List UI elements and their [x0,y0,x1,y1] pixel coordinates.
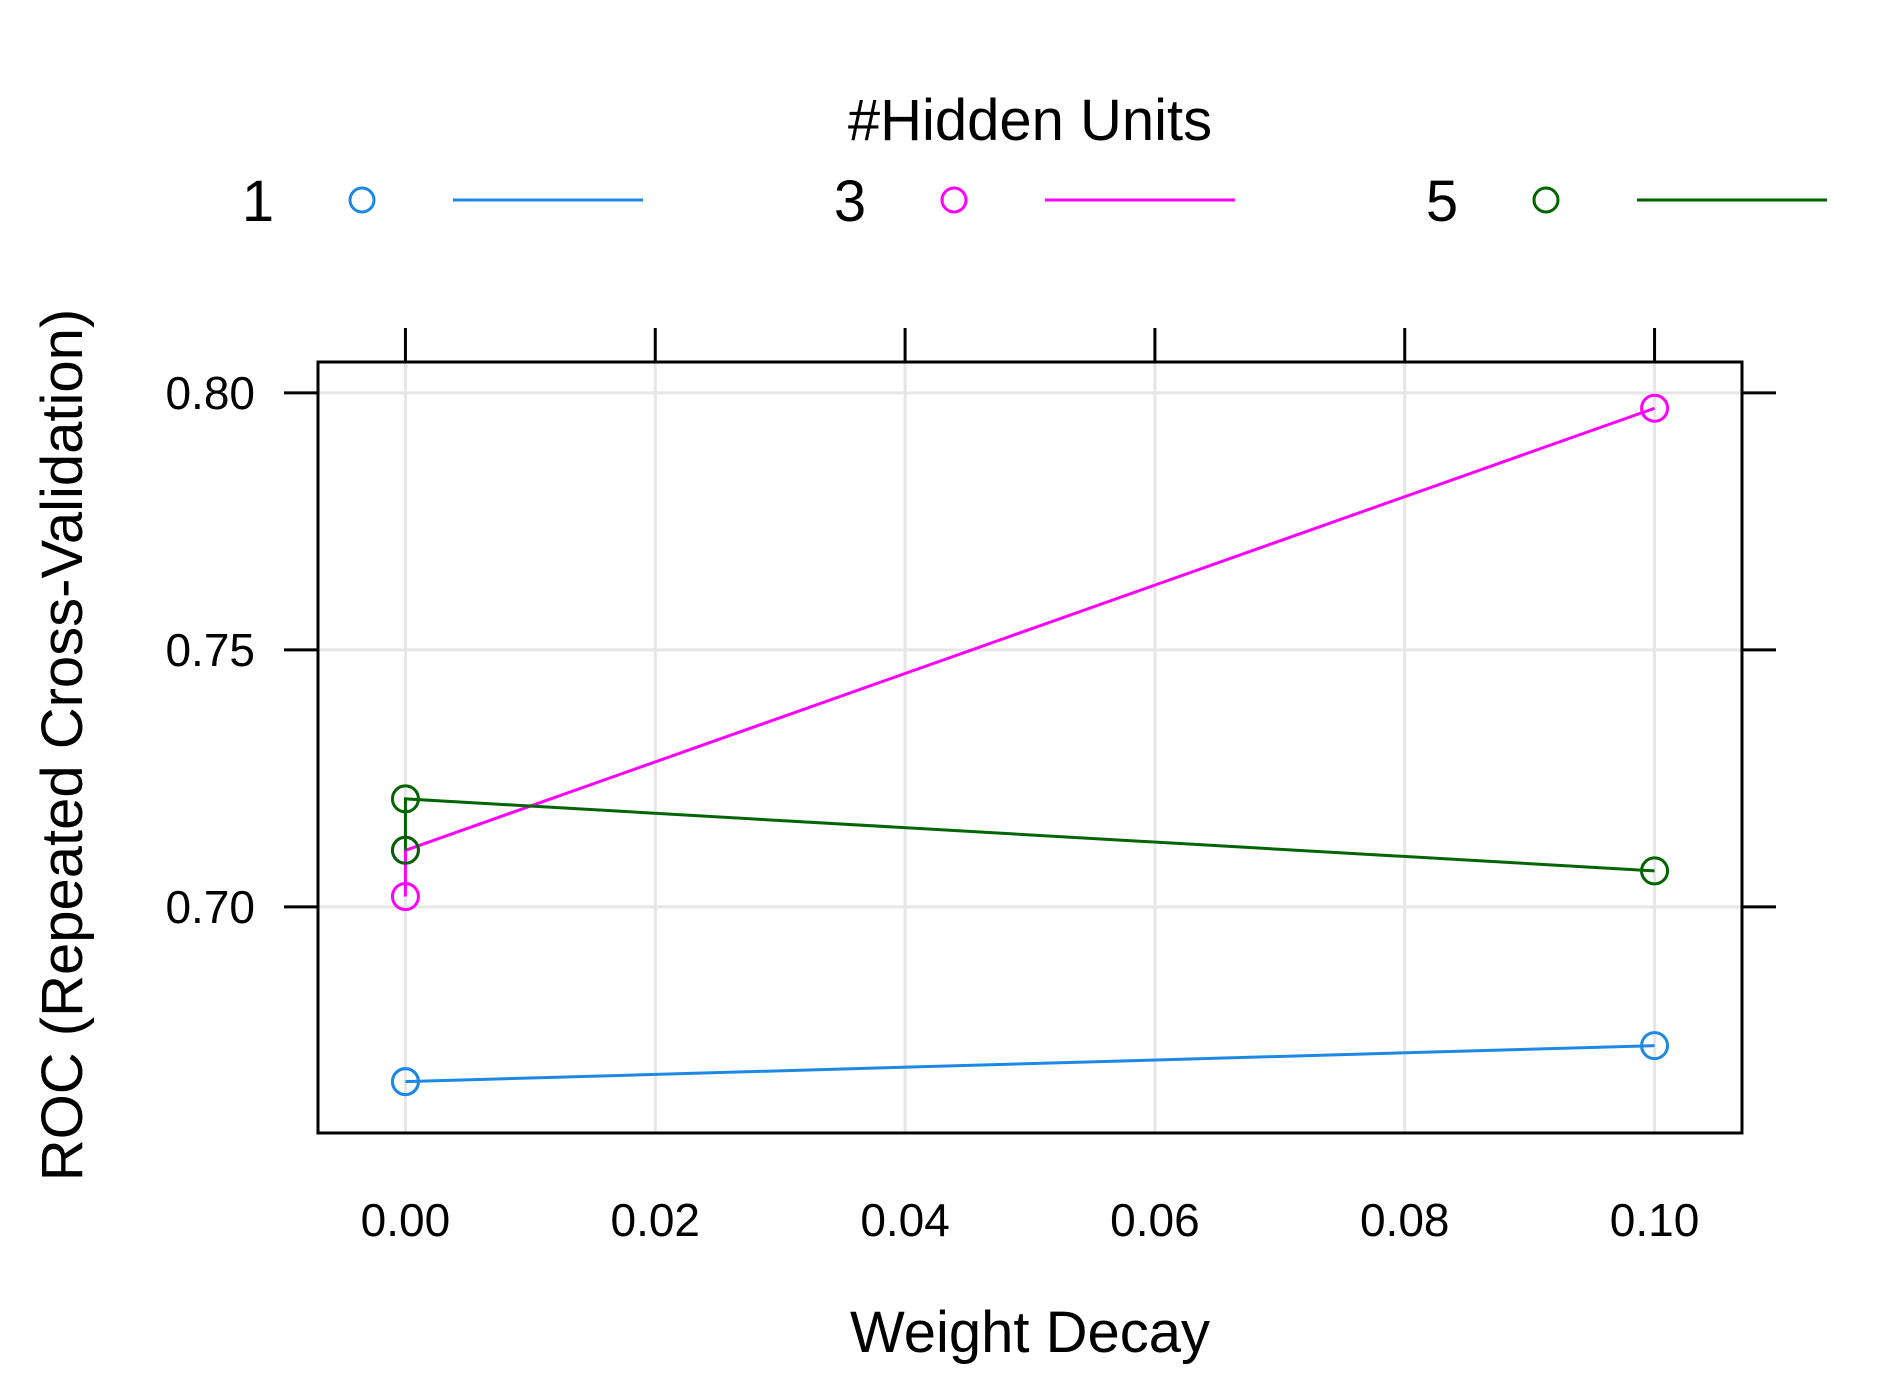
series-1 [390,1031,1670,1097]
legend-marker-5 [1532,186,1560,214]
y-tick-label-2: 0.80 [165,367,255,419]
data-point-1-2 [1640,1031,1670,1061]
grid-lines [318,362,1742,1133]
x-tick-label-1: 0.02 [610,1194,700,1246]
x-tick-label-0: 0.00 [361,1194,451,1246]
y-axis-title: ROC (Repeated Cross-Validation) [30,309,95,1182]
data-point-5-0 [390,835,420,865]
legend: 1 3 5 [242,169,1827,234]
x-tick-label-3: 0.06 [1110,1194,1200,1246]
series-5 [390,784,1670,886]
data-point-3-2 [1640,393,1670,423]
axis-ticks: 0.00 0.02 0.04 0.06 0.08 0.10 0.70 0.75 0.80 [165,328,1776,1246]
series-line-5 [403,797,1655,873]
series-line-3 [403,406,1656,897]
data-point-1-1 [390,1067,420,1097]
data-point-3-0 [390,882,420,912]
series-layer [390,393,1670,1097]
y-tick-label-0: 0.70 [165,881,255,933]
x-tick-label-5: 0.10 [1610,1194,1700,1246]
legend-label-3: 3 [834,169,866,234]
legend-label-5: 5 [1426,169,1458,234]
x-tick-label-4: 0.08 [1360,1194,1450,1246]
legend-entry-1: 1 [242,169,643,234]
data-point-5-2 [1640,856,1670,886]
legend-entry-3: 3 [834,169,1235,234]
series-3 [390,393,1670,912]
legend-entry-5: 5 [1426,169,1827,234]
legend-label-1: 1 [242,169,274,234]
legend-marker-1 [348,186,376,214]
series-line-1 [405,1044,1655,1084]
y-tick-label-1: 0.75 [165,624,255,676]
x-axis-title: Weight Decay [850,1300,1210,1365]
x-tick-label-2: 0.04 [860,1194,950,1246]
legend-marker-3 [940,186,968,214]
plot-frame [316,360,1744,1135]
legend-title: #Hidden Units [848,88,1212,153]
data-point-5-1 [390,784,420,814]
